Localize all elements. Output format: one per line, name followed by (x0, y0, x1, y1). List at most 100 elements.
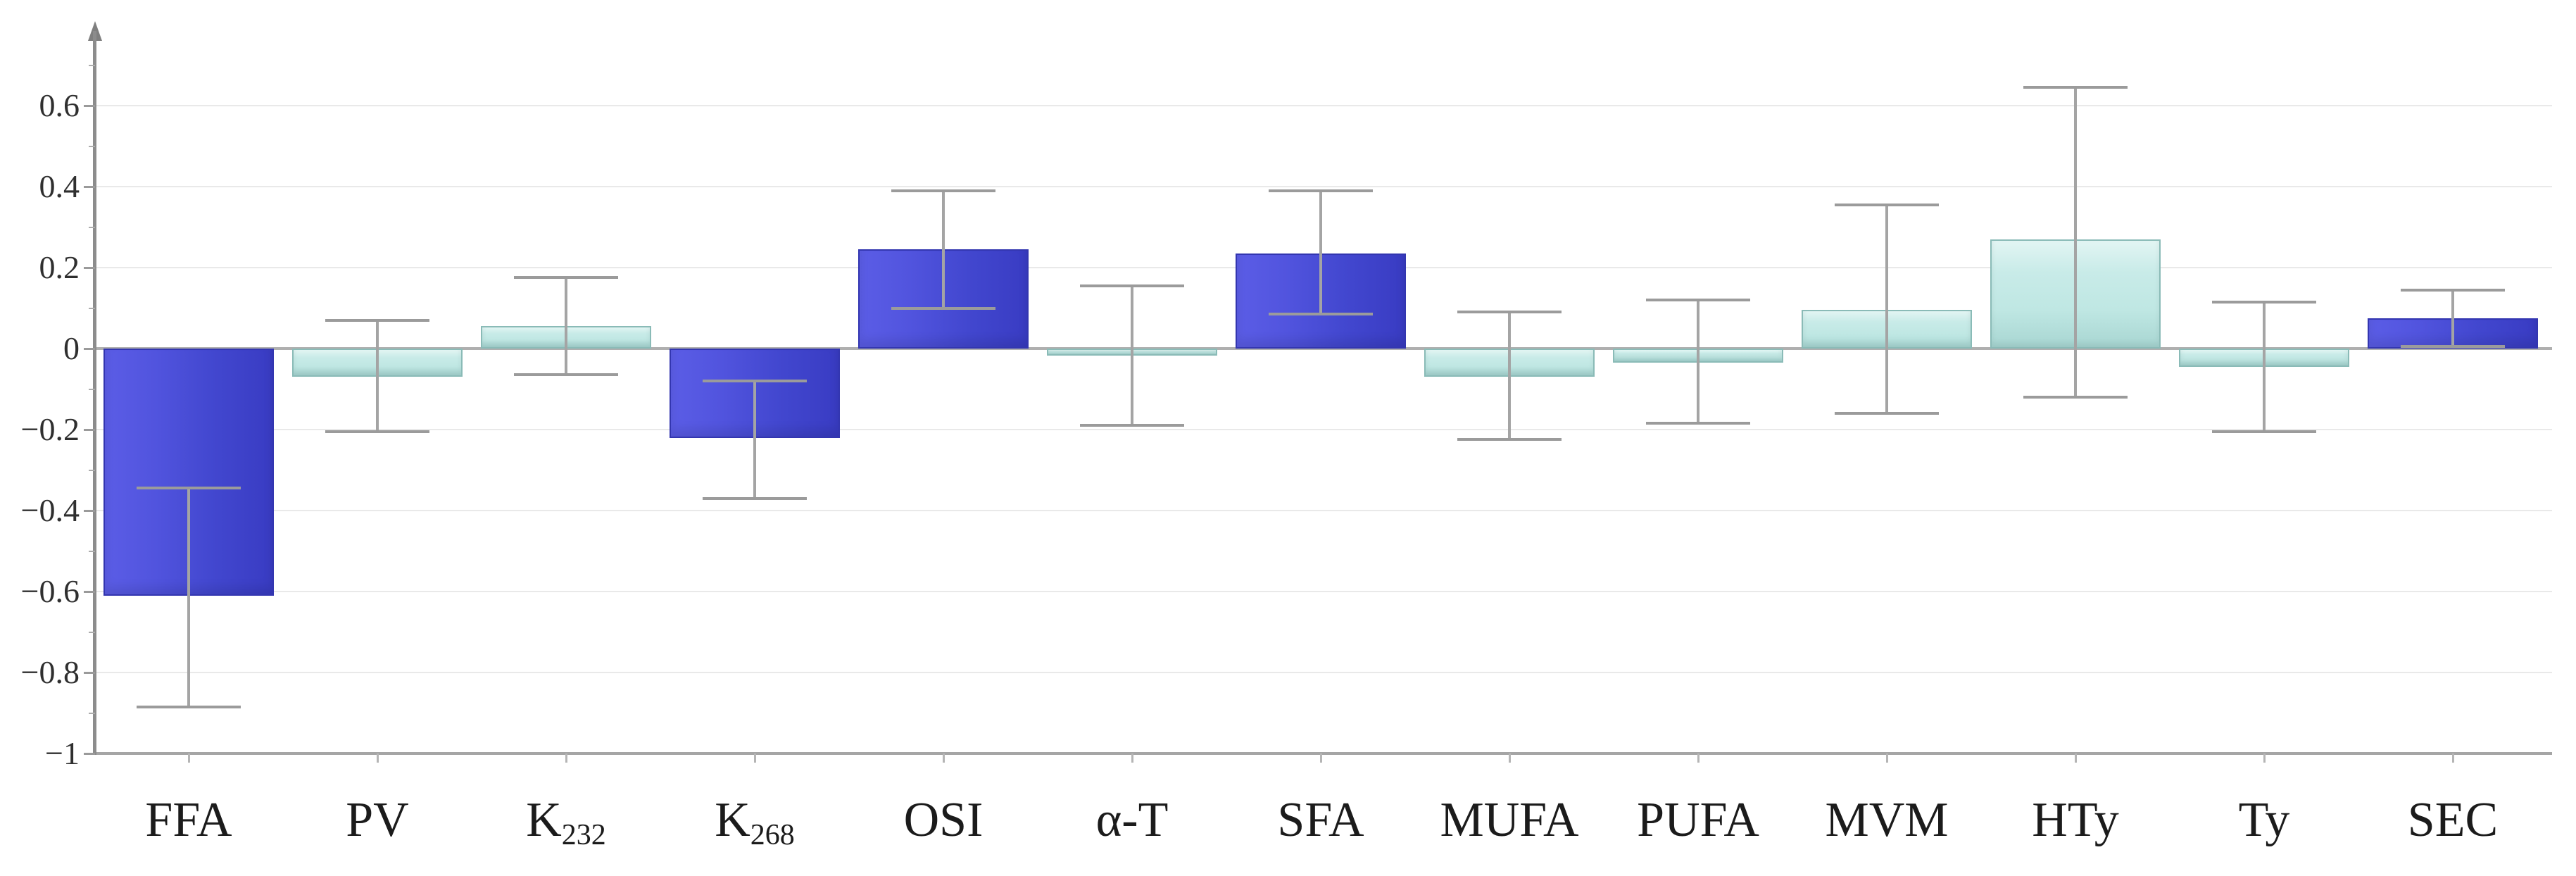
category-label-text: HTy (2032, 793, 2119, 847)
y-tick-major (84, 267, 95, 269)
x-tick-mufa-7 (1509, 753, 1511, 763)
y-tick-label: −0.2 (20, 411, 80, 447)
errorbar-whisker-k232-2 (565, 277, 567, 375)
errorbar-cap-lower-hty-10 (2023, 396, 2128, 399)
category-label-text: PV (346, 793, 409, 847)
category-label-text: MUFA (1440, 793, 1579, 847)
errorbar-cap-lower-ffa-0 (137, 705, 241, 708)
category-label-ffa-0: FFA (94, 794, 283, 846)
y-tick-minor (89, 550, 95, 552)
errorbar-whisker-sec-12 (2451, 289, 2454, 347)
x-tick-osi-4 (943, 753, 945, 763)
x-tick-pufa-8 (1697, 753, 1699, 763)
y-tick-major (84, 348, 95, 350)
x-tick-sec-12 (2452, 753, 2454, 763)
category-label-text: SFA (1277, 793, 1364, 847)
x-tick-ty-11 (2263, 753, 2266, 763)
category-label-mvm-9: MVM (1792, 794, 1981, 846)
errorbar-cap-lower-ty-11 (2212, 430, 2316, 433)
errorbar-cap-upper-k268-3 (703, 380, 807, 382)
errorbar-cap-lower-k268-3 (703, 496, 807, 500)
y-tick-label: −0.4 (20, 492, 80, 528)
category-label-k268-3: K268 (660, 793, 849, 850)
errorbar-whisker-ty-11 (2263, 301, 2266, 432)
y-tick-minor (89, 712, 95, 714)
gridline--0.2 (95, 429, 2552, 430)
errorbar-cap-lower-mvm-9 (1835, 412, 1939, 415)
errorbar-cap-lower-osi-4 (891, 306, 995, 310)
category-label-hty-10: HTy (1981, 794, 2170, 846)
errorbar-whisker-t-5 (1131, 285, 1133, 426)
y-tick-label: 0.4 (39, 168, 80, 204)
gridline-0.6 (95, 105, 2552, 106)
category-label-text: Ty (2238, 793, 2290, 847)
errorbar-cap-upper-mvm-9 (1835, 203, 1939, 206)
category-label-text: MVM (1825, 793, 1949, 847)
errorbar-cap-upper-ffa-0 (137, 487, 241, 490)
errorbar-cap-upper-sfa-6 (1269, 189, 1373, 192)
errorbar-cap-upper-pv-1 (325, 318, 429, 322)
errorbar-cap-lower-k232-2 (514, 373, 618, 377)
category-label-text: FFA (145, 793, 232, 847)
category-label-text: α-T (1095, 793, 1169, 847)
category-label-ty-11: Ty (2170, 794, 2358, 846)
gridline-0.4 (95, 186, 2552, 187)
errorbar-cap-lower-t-5 (1080, 424, 1184, 427)
errorbar-cap-upper-ty-11 (2212, 300, 2316, 304)
y-tick-label: −0.8 (20, 654, 80, 690)
errorbar-cap-upper-pufa-8 (1646, 299, 1750, 301)
category-label-sec-12: SEC (2358, 794, 2547, 846)
y-tick-minor (89, 145, 95, 147)
errorbar-cap-upper-sec-12 (2401, 288, 2505, 292)
errorbar-cap-lower-mufa-7 (1457, 438, 1562, 442)
errorbar-cap-upper-hty-10 (2023, 86, 2128, 89)
x-tick-ffa-0 (188, 753, 190, 763)
gridline--0.4 (95, 510, 2552, 511)
y-tick-minor (89, 64, 95, 66)
y-tick-label: 0.6 (39, 87, 80, 123)
errorbar-cap-upper-mufa-7 (1457, 311, 1562, 314)
zero-gridline (95, 347, 2552, 350)
errorbar-whisker-osi-4 (942, 190, 945, 308)
x-tick-sfa-6 (1320, 753, 1322, 763)
y-tick-label: −1 (45, 735, 80, 771)
errorbar-whisker-k268-3 (753, 381, 756, 499)
gridline--0.6 (95, 591, 2552, 592)
category-label-text: K (715, 793, 750, 847)
x-tick-pv-1 (377, 753, 379, 763)
errorbar-cap-lower-pufa-8 (1646, 422, 1750, 425)
category-label-k232-2: K232 (472, 794, 660, 850)
x-tick-mvm-9 (1886, 753, 1888, 763)
category-label-subscript: 268 (750, 818, 795, 851)
y-tick-major (84, 672, 95, 674)
y-axis-line (93, 31, 96, 755)
y-tick-major (84, 105, 95, 107)
y-tick-label: 0 (63, 330, 80, 366)
category-label-pufa-8: PUFA (1604, 794, 1792, 846)
y-tick-minor (89, 388, 95, 390)
y-tick-major (84, 186, 95, 188)
category-label-text: SEC (2407, 793, 2499, 847)
category-label-t-5: α-T (1038, 794, 1226, 846)
errorbar-cap-upper-k232-2 (514, 276, 618, 280)
category-label-sfa-6: SFA (1226, 794, 1415, 846)
errorbar-cap-lower-pv-1 (325, 430, 429, 433)
errorbar-whisker-mvm-9 (1885, 204, 1888, 413)
errorbar-cap-lower-sec-12 (2401, 345, 2505, 349)
y-tick-label: −0.6 (20, 573, 80, 609)
category-label-subscript: 232 (561, 818, 606, 851)
x-tick-t-5 (1131, 753, 1133, 763)
errorbar-cap-upper-osi-4 (891, 189, 995, 192)
errorbar-whisker-ffa-0 (187, 488, 190, 707)
y-tick-minor (89, 631, 95, 633)
y-tick-major (84, 591, 95, 593)
category-label-osi-4: OSI (849, 794, 1038, 846)
y-tick-minor (89, 307, 95, 309)
x-axis-line (94, 752, 2552, 755)
errorbar-whisker-pv-1 (376, 320, 379, 432)
y-tick-major (84, 429, 95, 431)
y-tick-minor (89, 469, 95, 471)
errorbar-whisker-pufa-8 (1697, 300, 1699, 424)
y-tick-major (84, 753, 95, 755)
